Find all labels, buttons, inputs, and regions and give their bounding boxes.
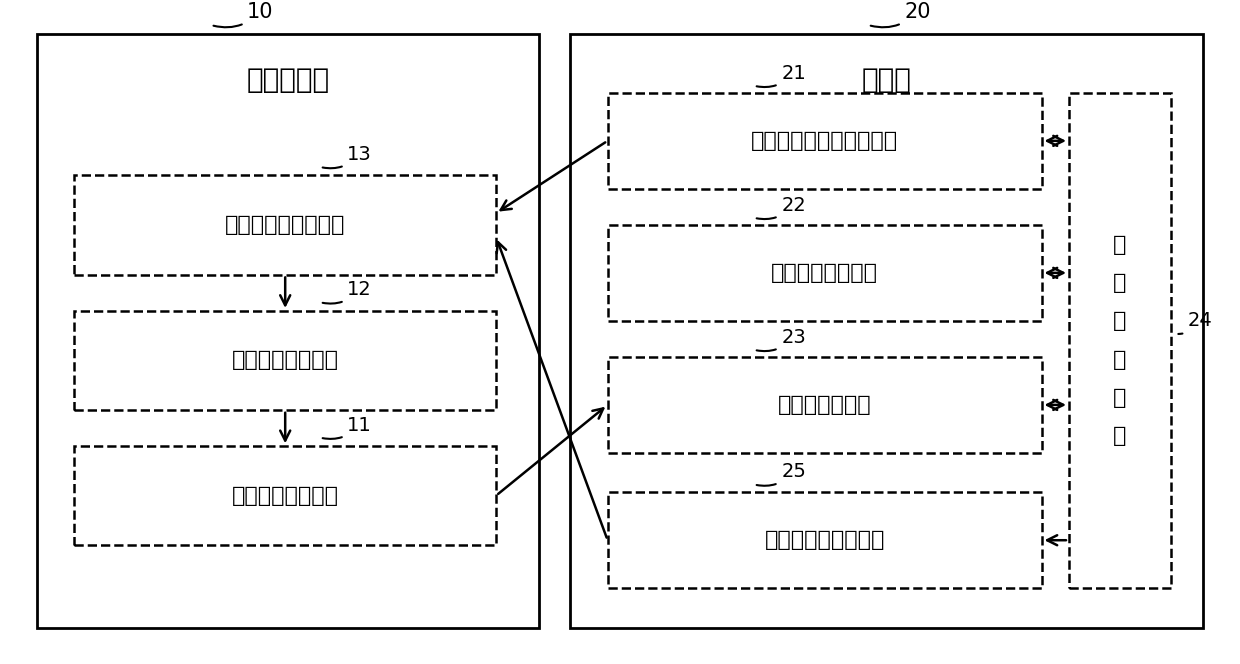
Text: 户: 户	[1114, 273, 1126, 293]
Text: 客户端: 客户端	[862, 66, 911, 94]
Text: 用: 用	[1114, 235, 1126, 255]
Text: 互: 互	[1114, 350, 1126, 370]
Bar	[74, 446, 496, 545]
Text: 24: 24	[1178, 311, 1213, 334]
Bar	[608, 493, 1042, 588]
Text: 训练方案推理模块: 训练方案推理模块	[232, 485, 339, 506]
Text: 云端用户健康数据库: 云端用户健康数据库	[224, 215, 346, 235]
Text: 20: 20	[870, 2, 931, 27]
Text: 模: 模	[1114, 388, 1126, 408]
Text: 22: 22	[756, 196, 806, 219]
Text: 11: 11	[322, 416, 372, 439]
Text: 眼外肌运动能力评估模块: 眼外肌运动能力评估模块	[751, 131, 898, 151]
Text: 12: 12	[322, 280, 372, 303]
Text: 23: 23	[756, 328, 806, 351]
Bar	[608, 225, 1042, 321]
Text: 10: 10	[213, 2, 274, 27]
Bar	[74, 311, 496, 410]
Text: 块: 块	[1114, 426, 1126, 446]
Bar	[1069, 93, 1171, 588]
Text: 本地用户健康数据库: 本地用户健康数据库	[764, 531, 885, 550]
Text: 13: 13	[322, 145, 372, 168]
Text: 交: 交	[1114, 311, 1126, 331]
Text: 个性化训练模块: 个性化训练模块	[777, 395, 872, 415]
Bar	[37, 34, 539, 627]
Text: 近视矫正训练模块: 近视矫正训练模块	[771, 263, 878, 283]
Text: 21: 21	[756, 64, 806, 87]
Bar	[570, 34, 1203, 627]
Text: 云端服务层: 云端服务层	[247, 66, 330, 94]
Text: 25: 25	[756, 462, 806, 486]
Bar	[608, 357, 1042, 453]
Bar	[74, 175, 496, 274]
Text: 训练模型构建模块: 训练模型构建模块	[232, 351, 339, 371]
Bar	[608, 93, 1042, 189]
